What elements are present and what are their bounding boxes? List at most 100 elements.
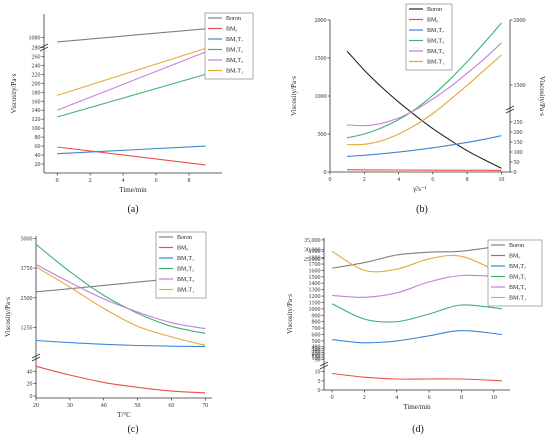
y-right-tick-label: 200 xyxy=(514,130,523,136)
series-line-b-5 xyxy=(347,54,502,146)
axis-break-mark xyxy=(31,353,41,359)
y-tick-label: 35,000 xyxy=(304,238,321,244)
legend-box xyxy=(405,3,453,71)
y-tick-label: 80 xyxy=(35,135,41,141)
y-tick-label: 30,000 xyxy=(304,247,321,253)
y-tick-label: 5000 xyxy=(21,236,33,242)
legend-entry: BM₃T₅ xyxy=(177,267,194,273)
y-tick-label: 800 xyxy=(312,320,321,326)
y-tick-label: 50 xyxy=(315,358,321,364)
y-tick-label: 1100 xyxy=(309,300,321,306)
y-tick-label: 1300 xyxy=(309,288,321,294)
y-tick-label: 1200 xyxy=(309,294,321,300)
y-tick-label: 500 xyxy=(318,132,327,138)
y-axis-label: Viscosity/Pa·s xyxy=(286,294,294,334)
y-tick-label: 25,000 xyxy=(304,257,321,263)
series-line-d-4 xyxy=(332,274,502,298)
legend-entry: BM₃T₅ xyxy=(509,275,526,281)
y-tick-label: 140 xyxy=(32,108,41,114)
y-right-tick-label: 1500 xyxy=(514,83,526,89)
x-tick-label: 4 xyxy=(395,395,398,401)
x-axis-label: T/°C xyxy=(117,411,131,419)
y-tick-label: 200 xyxy=(312,352,321,358)
y-tick-label: 1000 xyxy=(315,94,327,100)
series-line-a-1 xyxy=(57,146,206,166)
series-line-d-1 xyxy=(332,372,502,382)
y-tick-label: 1250 xyxy=(21,325,33,331)
legend-box xyxy=(155,231,207,299)
y-tick-label: 300 xyxy=(312,348,321,354)
y-tick-label: 700 xyxy=(312,326,321,332)
x-tick-label: 6 xyxy=(155,178,158,184)
axis-break-mark xyxy=(505,108,515,114)
series-line-d-5 xyxy=(331,250,503,275)
panel-caption: (d) xyxy=(412,424,424,435)
series-line-d-0 xyxy=(332,245,502,269)
series-line-c-4 xyxy=(35,264,206,330)
series-line-a-2 xyxy=(57,145,206,155)
series-line-a-5 xyxy=(57,47,206,96)
x-axis-label: Time/min xyxy=(119,186,147,194)
y-tick-label: 400 xyxy=(312,345,321,351)
y-right-tick-label: 2000 xyxy=(514,18,526,24)
legend-entry: BM₃T₅ xyxy=(226,48,243,54)
y-tick-label: 5 xyxy=(318,379,321,385)
legend-entry: BM₁T₇ xyxy=(509,264,526,270)
series-line-a-0 xyxy=(57,28,206,43)
y-tick-label: 100 xyxy=(312,356,321,362)
y-tick-label: 900 xyxy=(312,313,321,319)
x-tick-label: 4 xyxy=(397,177,400,183)
y-tick-label: 1500 xyxy=(309,275,321,281)
series-line-b-1 xyxy=(347,169,502,171)
legend-entry: BM₅T₃ xyxy=(226,58,243,64)
y-tick-label: 240 xyxy=(32,63,41,69)
y-tick-label: 600 xyxy=(312,332,321,338)
y-tick-label: 1080 xyxy=(29,36,41,42)
y-tick-label: 100 xyxy=(32,126,41,132)
y-axis-label: Viscosity/Pa·s xyxy=(10,73,18,113)
y-tick-label: 20 xyxy=(27,382,33,388)
y-tick-label: 10 xyxy=(315,370,321,376)
y-axis-label: Viscosity/Pa·s xyxy=(4,297,12,337)
series-line-c-1 xyxy=(35,365,206,394)
series-line-b-2 xyxy=(347,135,502,157)
y-tick-label: 1800 xyxy=(309,256,321,262)
y-right-tick-label: 250 xyxy=(514,120,523,126)
y-tick-label: 1400 xyxy=(309,281,321,287)
x-tick-label: 4 xyxy=(122,178,125,184)
legend-entry: BM₀ xyxy=(427,18,438,24)
legend-entry: BM₅T₃ xyxy=(177,277,194,283)
legend-entry: BM₅T₃ xyxy=(509,285,526,291)
y-tick-label: 20 xyxy=(35,162,41,168)
y-tick-label: 0 xyxy=(318,388,321,394)
legend-entry: Boron xyxy=(509,243,524,249)
legend-entry: BM₃T₅ xyxy=(427,39,444,45)
series-line-b-3 xyxy=(346,22,502,139)
legend-box xyxy=(487,239,543,307)
x-tick-label: 20 xyxy=(33,403,39,409)
y-tick-label: 150 xyxy=(312,354,321,360)
x-tick-label: 0 xyxy=(331,395,334,401)
legend-entry: BM₇T₁ xyxy=(509,296,526,302)
series-line-b-0 xyxy=(346,50,502,169)
series-line-d-3 xyxy=(331,303,502,323)
legend-entry: BM₁T₇ xyxy=(427,28,444,34)
series-line-a-3 xyxy=(57,73,206,118)
y-tick-label: 1500 xyxy=(315,56,327,62)
axis-break-mark xyxy=(31,356,41,362)
legend-entry: BM₅T₃ xyxy=(427,49,444,55)
y-tick-label: 200 xyxy=(32,81,41,87)
x-tick-label: 10 xyxy=(498,177,504,183)
y-tick-label: 160 xyxy=(32,99,41,105)
legend-entry: BM₁T₇ xyxy=(177,256,194,262)
legend-entry: BM₀ xyxy=(177,246,188,252)
y-tick-label: 0 xyxy=(30,394,33,400)
y-right-tick-label: 150 xyxy=(514,140,523,146)
series-line-b-4 xyxy=(347,42,502,127)
x-axis-label: γ̇/s⁻¹ xyxy=(412,185,427,193)
x-tick-label: 8 xyxy=(466,177,469,183)
legend-entry: BM₁T₇ xyxy=(226,37,243,43)
y-tick-label: 120 xyxy=(32,117,41,123)
y-tick-label: 260 xyxy=(32,54,41,60)
